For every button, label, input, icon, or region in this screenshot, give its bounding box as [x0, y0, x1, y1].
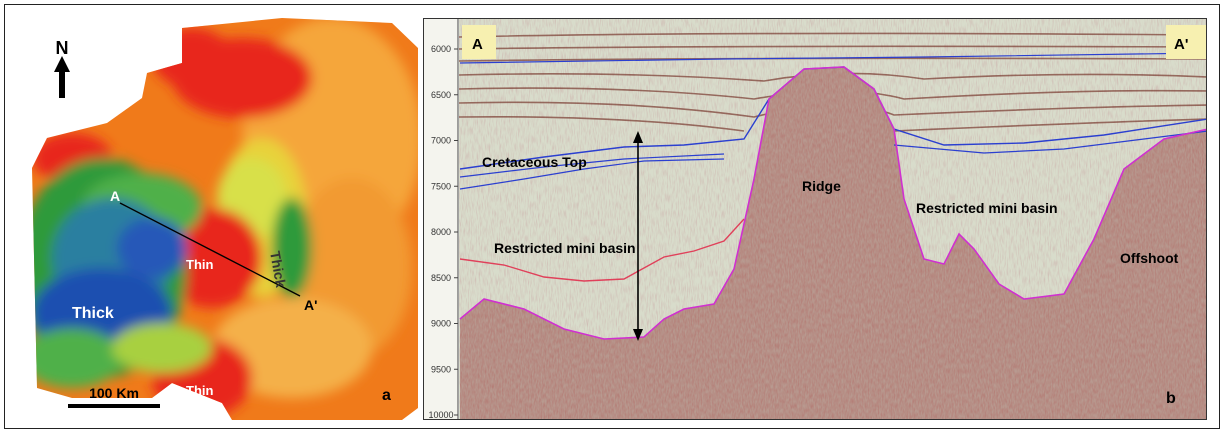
horizon-base-salt	[459, 66, 1206, 340]
horizon-blue-mid	[459, 153, 725, 178]
corner-a-box	[462, 25, 496, 59]
panel-b-letter: b	[1166, 390, 1176, 407]
scale-bar-label: 100 Km	[89, 385, 139, 401]
ridge-label: Ridge	[802, 178, 841, 194]
corner-a-label: A	[472, 36, 483, 53]
depth-tick-label: 8500	[431, 273, 451, 283]
horizon-blue-top	[459, 52, 1206, 64]
depth-axis	[424, 19, 458, 419]
seismic-section: 6000 6500 7000 7500 8000 8500 9000 9500 10000	[424, 19, 1206, 420]
point-a-prime-label: A'	[304, 297, 317, 313]
thin-label-south: Thin	[186, 383, 213, 398]
thin-label-center: Thin	[186, 257, 213, 272]
depth-tick-label: 6500	[431, 90, 451, 100]
restricted-basin-label-east: Restricted mini basin	[916, 200, 1058, 216]
seismic-section-panel: 6000 6500 7000 7500 8000 8500 9000 9500 10000	[423, 18, 1207, 420]
depth-tick-label: 6000	[431, 44, 451, 54]
thickness-map: N A A' Thick Thick Thin Thin 100 Km a	[32, 18, 418, 420]
thick-label-west: Thick	[72, 305, 114, 322]
corner-a-prime-box	[1166, 25, 1206, 59]
scale-bar	[68, 404, 160, 408]
thickness-map-panel: N A A' Thick Thick Thin Thin 100 Km a	[32, 18, 418, 420]
cretaceous-top-label: Cretaceous Top	[482, 154, 587, 170]
offshoot-label: Offshoot	[1120, 250, 1179, 266]
horizon-cretaceous-top	[459, 158, 725, 190]
restricted-basin-label-west: Restricted mini basin	[494, 240, 636, 256]
depth-tick-label: 9000	[431, 319, 451, 329]
depth-tick-label: 9500	[431, 364, 451, 374]
horizon-blue-right	[893, 130, 1206, 154]
depth-tick-label: 7500	[431, 181, 451, 191]
panel-a-letter: a	[382, 387, 391, 404]
section-line	[119, 202, 301, 297]
map-surface	[32, 18, 418, 420]
depth-tick-label: 7000	[431, 136, 451, 146]
thick-label-east: Thick	[267, 250, 289, 289]
north-arrow-icon	[54, 56, 70, 98]
depth-tick-group: 6000 6500 7000 7500 8000 8500 9000 9500 10000	[428, 44, 458, 420]
depth-tick-label: 8000	[431, 227, 451, 237]
thickness-arrow-icon	[633, 131, 643, 341]
depth-tick-label: 10000	[428, 410, 453, 420]
corner-a-prime-label: A'	[1174, 36, 1188, 53]
figure-frame	[4, 4, 1220, 429]
north-label: N	[56, 38, 69, 58]
point-a-label: A	[110, 188, 120, 204]
horizon-red	[459, 218, 745, 282]
